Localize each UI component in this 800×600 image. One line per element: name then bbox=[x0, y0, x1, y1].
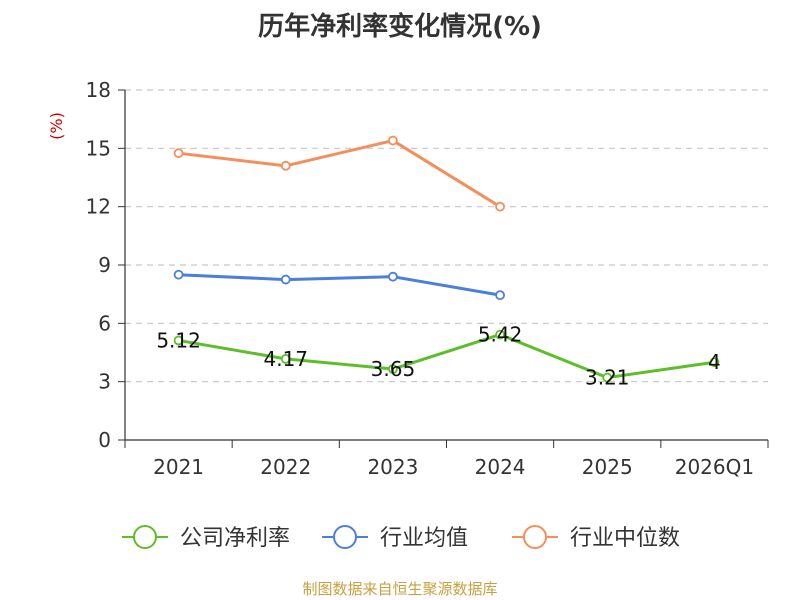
chart-title: 历年净利率变化情况(%) bbox=[258, 12, 542, 42]
data-point bbox=[602, 372, 613, 383]
data-point bbox=[495, 201, 505, 212]
data-point bbox=[495, 329, 505, 340]
legend-label: 公司净利率 bbox=[180, 526, 290, 551]
series-line-0 bbox=[178, 333, 715, 380]
x-tick-label: 2023 bbox=[367, 455, 418, 479]
legend-marker bbox=[523, 525, 547, 549]
y-axis-unit-label: (%) bbox=[47, 112, 66, 140]
data-point bbox=[495, 290, 505, 301]
y-tick-label: 12 bbox=[86, 195, 111, 219]
data-point bbox=[388, 364, 398, 374]
series-line-2 bbox=[178, 139, 501, 208]
data-point bbox=[388, 135, 398, 146]
data-point bbox=[280, 160, 291, 171]
data-point bbox=[709, 357, 720, 368]
axes: 0 3 6 9 12 15 18 2021 2022 2023 2024 2025 2026Q1 (%) bbox=[47, 78, 769, 479]
x-tick-label: 2025 bbox=[582, 455, 633, 479]
data-point bbox=[280, 354, 291, 364]
x-tick-label: 2022 bbox=[260, 455, 311, 479]
y-tick-label: 6 bbox=[98, 311, 111, 335]
legend: 公司净利率 行业均值 行业中位数 bbox=[122, 525, 680, 551]
series-lines bbox=[173, 135, 720, 383]
legend-label: 行业中位数 bbox=[570, 526, 680, 551]
data-label: 5.42 bbox=[478, 323, 523, 347]
data-point bbox=[388, 271, 398, 282]
y-tick-label: 9 bbox=[98, 253, 111, 277]
x-tick-label: 2026Q1 bbox=[675, 455, 754, 479]
data-label: 3.21 bbox=[585, 366, 630, 390]
y-tick-label: 0 bbox=[98, 428, 111, 452]
data-point bbox=[173, 335, 184, 346]
data-label: 4 bbox=[708, 350, 721, 374]
grid-lines bbox=[125, 89, 768, 383]
legend-marker bbox=[133, 525, 157, 549]
y-tick-label: 18 bbox=[86, 78, 111, 102]
data-point bbox=[280, 274, 291, 285]
legend-marker bbox=[333, 525, 357, 549]
data-point bbox=[173, 269, 184, 280]
data-point bbox=[173, 148, 184, 159]
data-label: 5.12 bbox=[156, 328, 201, 352]
data-label: 3.65 bbox=[371, 357, 416, 381]
series-line-1 bbox=[178, 273, 501, 297]
source-note: 制图数据来自恒生聚源数据库 bbox=[302, 580, 498, 598]
x-tick-label: 2024 bbox=[475, 455, 526, 479]
x-tick-label: 2021 bbox=[153, 455, 204, 479]
data-labels: 5.12 4.17 3.65 5.42 3.21 4 bbox=[156, 323, 720, 390]
data-label: 4.17 bbox=[263, 347, 308, 371]
y-tick-label: 3 bbox=[98, 370, 111, 394]
y-tick-label: 15 bbox=[86, 136, 111, 160]
legend-label: 行业均值 bbox=[380, 526, 468, 551]
